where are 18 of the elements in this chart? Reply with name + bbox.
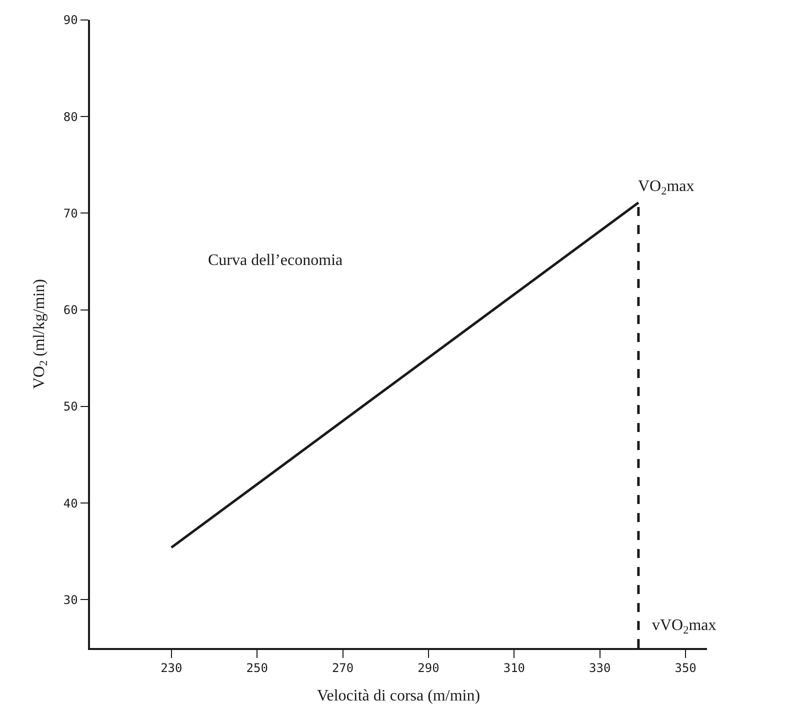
annotation: VO$_{2}$max [638, 178, 694, 198]
y-tick-label: 90 [63, 13, 78, 28]
y-tick-label: 70 [63, 206, 78, 220]
y-tick-label: 50 [63, 400, 78, 414]
x-tick-label: 350 [674, 661, 696, 676]
x-tick-label: 330 [589, 661, 611, 676]
ref-line-label: vVO$_{2}$max [652, 617, 716, 636]
y-tick-label: 60 [63, 303, 78, 318]
y-tick-label: 80 [63, 110, 78, 124]
annotation: Curva dell’economia [208, 252, 343, 269]
x-tick-label: 250 [246, 661, 268, 676]
x-axis-title: Velocità di corsa (m/min) [316, 687, 480, 704]
y-tick-label: 40 [63, 496, 78, 510]
x-tick-label: 230 [160, 661, 182, 676]
x-tick-label: 290 [418, 661, 440, 676]
y-tick-label: 30 [63, 592, 78, 607]
x-tick-label: 270 [332, 661, 354, 676]
x-tick-label: 310 [503, 661, 526, 676]
